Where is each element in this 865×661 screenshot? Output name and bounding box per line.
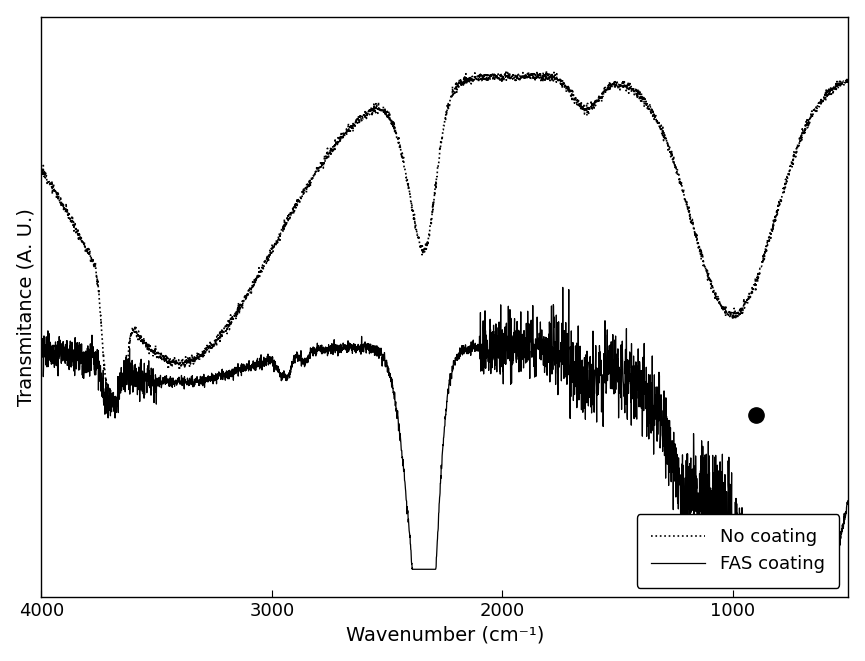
No coating — [516, 73, 526, 81]
FAS coating — [407, 565, 418, 573]
No coating — [36, 164, 47, 172]
FAS coating — [328, 350, 338, 358]
X-axis label: Wavenumber (cm⁻¹): Wavenumber (cm⁻¹) — [346, 625, 544, 644]
Line: FAS coating: FAS coating — [42, 288, 849, 569]
No coating — [781, 178, 791, 186]
FAS coating — [204, 373, 215, 381]
FAS coating — [36, 346, 47, 354]
FAS coating — [549, 339, 560, 347]
No coating — [205, 343, 215, 351]
FAS coating — [417, 565, 427, 573]
FAS coating — [558, 284, 568, 292]
FAS coating — [516, 345, 526, 353]
No coating — [843, 75, 854, 83]
FAS coating — [781, 565, 791, 573]
Y-axis label: Transmitance (A. U.): Transmitance (A. U.) — [16, 208, 35, 406]
No coating — [328, 147, 338, 155]
No coating — [549, 75, 560, 83]
FAS coating — [843, 500, 854, 508]
No coating — [541, 67, 552, 75]
Line: No coating: No coating — [42, 71, 849, 412]
No coating — [110, 408, 120, 416]
No coating — [417, 242, 427, 250]
Legend: No coating, FAS coating: No coating, FAS coating — [637, 514, 839, 588]
